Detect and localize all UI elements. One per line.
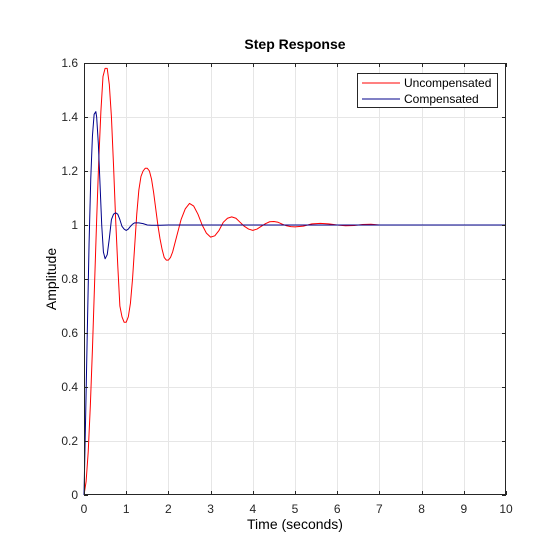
x-tick-label: 3 — [207, 502, 214, 516]
ticks: 0 1 2 3 4 5 6 7 8 9 10 0 0.2 0.4 0.6 0.8 1 1.2 1.4 1.6 — [61, 56, 513, 516]
y-tick-label: 0.4 — [61, 380, 78, 394]
y-tick-label: 1.4 — [61, 110, 78, 124]
x-tick-label: 5 — [292, 502, 299, 516]
x-tick-label: 10 — [499, 502, 513, 516]
x-tick-label: 4 — [249, 502, 256, 516]
y-tick-label: 0 — [71, 488, 78, 502]
legend-label-uncompensated: Uncompensated — [404, 76, 491, 90]
series-line-compensated — [83, 111, 506, 496]
x-tick-label: 0 — [81, 502, 88, 516]
legend: Uncompensated Compensated — [357, 73, 498, 108]
x-tick-label: 2 — [165, 502, 172, 516]
x-tick-label: 9 — [460, 502, 467, 516]
x-tick-label: 6 — [334, 502, 341, 516]
y-tick-label: 0.8 — [61, 272, 78, 286]
chart-title: Step Response — [244, 36, 345, 52]
y-axis-label: Amplitude — [43, 248, 59, 310]
legend-box — [357, 73, 498, 108]
x-tick-label: 1 — [123, 502, 130, 516]
y-tick-label: 0.2 — [61, 434, 78, 448]
x-axis-label: Time (seconds) — [247, 516, 343, 532]
x-tick-label: 8 — [418, 502, 425, 516]
y-tick-label: 1.6 — [61, 56, 78, 70]
y-tick-label: 1 — [71, 218, 78, 232]
grid — [84, 63, 506, 495]
x-tick-label: 7 — [376, 502, 383, 516]
y-tick-label: 0.6 — [61, 326, 78, 340]
legend-label-compensated: Compensated — [404, 92, 479, 106]
series-lines — [83, 67, 506, 496]
y-tick-label: 1.2 — [61, 164, 78, 178]
